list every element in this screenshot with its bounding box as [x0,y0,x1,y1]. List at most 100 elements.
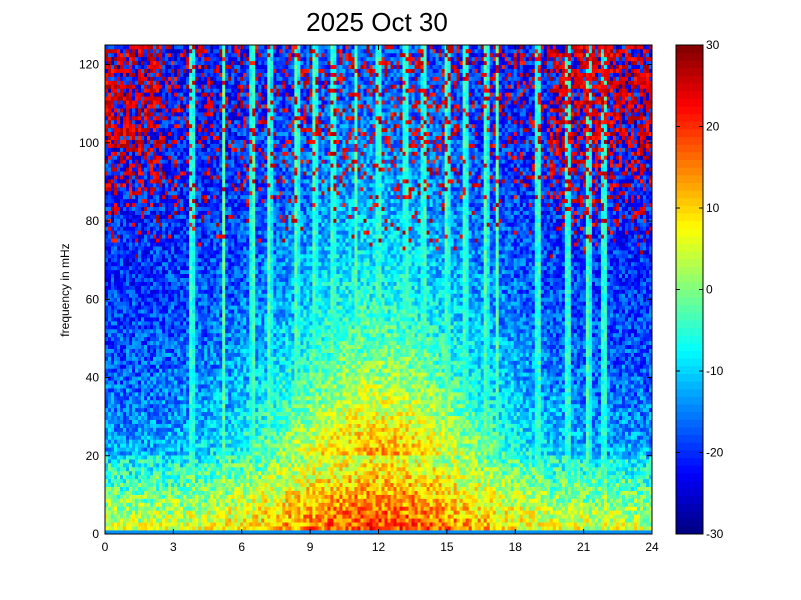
heatmap-cell [159,328,163,334]
heatmap-cell [213,96,217,101]
heatmap-cell [207,324,211,330]
heatmap-cell [192,301,196,306]
heatmap-cell [159,265,163,271]
heatmap-cell [120,411,124,417]
heatmap-cell [123,246,127,251]
heatmap-cell [180,45,184,50]
heatmap-cell [159,392,163,397]
heatmap-cell [210,159,214,164]
heatmap-cell [138,297,142,302]
heatmap-cell [141,190,145,196]
heatmap-cell [189,143,193,148]
heatmap-cell [117,392,121,397]
heatmap-cell [153,289,157,294]
heatmap-cell [174,423,178,428]
heatmap-cell [186,127,190,133]
heatmap-cell [138,380,142,385]
heatmap-cell [219,348,223,353]
heatmap-cell [138,482,142,488]
heatmap-cell [156,257,160,263]
heatmap-cell [213,423,217,428]
heatmap-cell [135,443,139,448]
heatmap-cell [201,466,205,472]
heatmap-cell [180,112,184,117]
heatmap-cell [207,88,211,93]
heatmap-cell [222,210,226,215]
heatmap-cell [171,510,175,515]
heatmap-cell [120,281,124,286]
heatmap-cell [216,356,220,361]
heatmap-cell [129,108,133,113]
heatmap-cell [213,254,217,259]
heatmap-cell [123,175,127,180]
heatmap-cell [111,254,115,259]
heatmap-cell [207,226,211,231]
heatmap-cell [198,143,202,148]
heatmap-cell [147,104,151,109]
heatmap-cell [222,447,226,452]
heatmap-cell [132,490,136,495]
heatmap-cell [147,372,151,377]
heatmap-cell [135,451,139,456]
heatmap-cell [114,332,118,338]
heatmap-cell [108,100,112,105]
heatmap-cell [183,226,187,231]
heatmap-cell [108,242,112,247]
heatmap-cell [213,234,217,239]
heatmap-cell [183,498,187,503]
heatmap-cell [132,305,136,310]
heatmap-cell [165,115,169,121]
heatmap-cell [162,210,166,215]
heatmap-cell [189,439,193,444]
heatmap-cell [117,254,121,259]
heatmap-cell [183,332,187,338]
heatmap-cell [195,222,199,227]
heatmap-cell [126,474,130,480]
heatmap-cell [192,88,196,93]
heatmap-cell [150,388,154,393]
heatmap-cell [204,301,208,306]
heatmap-cell [108,72,112,77]
heatmap-cell [141,368,145,373]
heatmap-cell [150,293,154,298]
heatmap-cell [210,246,214,251]
heatmap-cell [147,167,151,172]
heatmap-cell [183,336,187,342]
heatmap-cell [132,360,136,365]
heatmap-cell [147,281,151,286]
heatmap-cell [138,131,142,137]
heatmap-cell [150,451,154,456]
heatmap-cell [186,431,190,436]
heatmap-cell [120,419,124,424]
heatmap-cell [120,242,124,247]
heatmap-cell [120,155,124,160]
heatmap-cell [222,76,226,81]
heatmap-cell [222,518,226,523]
heatmap-cell [138,431,142,436]
heatmap-cell [132,183,136,188]
heatmap-cell [150,190,154,196]
heatmap-cell [192,56,196,62]
heatmap-cell [204,360,208,365]
heatmap-cell [186,155,190,160]
heatmap-cell [144,127,148,133]
heatmap-cell [180,108,184,113]
heatmap-cell [120,482,124,488]
heatmap-cell [171,261,175,267]
heatmap-cell [117,463,121,468]
heatmap-cell [201,317,205,322]
heatmap-cell [156,478,160,484]
heatmap-cell [114,52,118,58]
heatmap-cell [177,80,181,85]
heatmap-cell [171,526,175,531]
heatmap-cell [153,392,157,397]
heatmap-cell [186,455,190,460]
heatmap-cell [141,108,145,113]
heatmap-cell [126,376,130,381]
heatmap-cell [147,317,151,322]
heatmap-cell [141,518,145,523]
heatmap-cell [183,143,187,148]
heatmap-cell [198,407,202,413]
heatmap-cell [144,60,148,66]
heatmap-cell [123,470,127,476]
